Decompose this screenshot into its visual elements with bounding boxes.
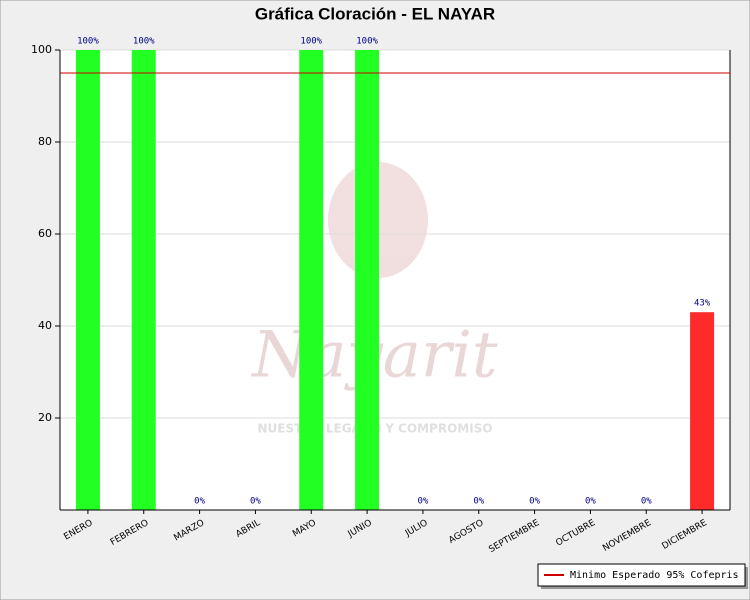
bar (299, 50, 324, 510)
legend-box (537, 563, 746, 587)
value-label: 0% (473, 497, 484, 507)
value-label: 100% (133, 37, 155, 47)
y-tick-label: 20 (38, 411, 52, 424)
value-label: 0% (417, 497, 428, 507)
legend-label: Minimo Esperado 95% Cofepris (570, 570, 739, 581)
chart-title: Gráfica Cloración - EL NAYAR (255, 4, 495, 23)
value-label: 43% (694, 299, 711, 309)
value-label: 100% (356, 37, 378, 47)
plot-area (60, 50, 730, 510)
value-label: 100% (300, 37, 322, 47)
value-label: 0% (585, 497, 596, 507)
value-label: 0% (529, 497, 540, 507)
value-label: 0% (250, 497, 261, 507)
bar (75, 50, 100, 510)
y-tick-label: 40 (38, 319, 52, 332)
y-tick-label: 60 (38, 227, 52, 240)
bar (690, 312, 715, 510)
y-tick-label: 100 (31, 43, 52, 56)
bar (355, 50, 380, 510)
value-label: 100% (77, 37, 99, 47)
value-label: 0% (194, 497, 205, 507)
y-tick-label: 80 (38, 135, 52, 148)
bar (131, 50, 156, 510)
value-label: 0% (641, 497, 652, 507)
